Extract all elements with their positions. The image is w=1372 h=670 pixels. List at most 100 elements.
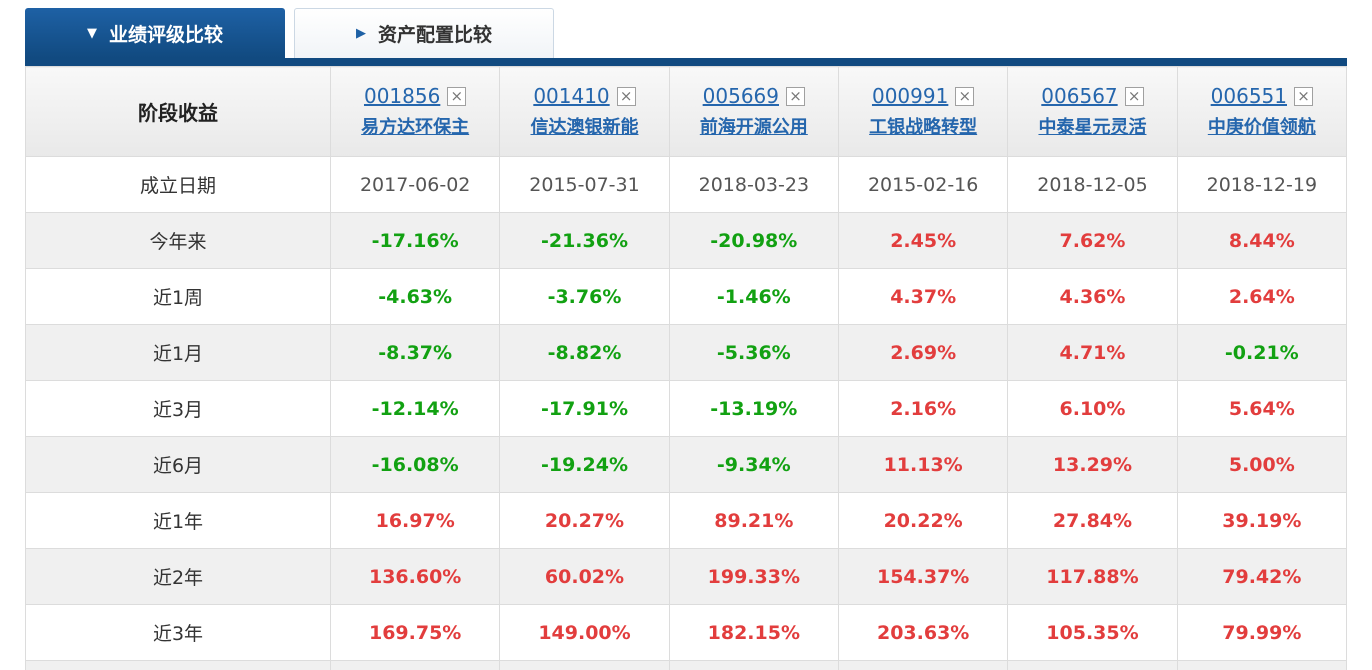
row-label: 近1周	[25, 268, 331, 325]
row-label: 近6月	[25, 436, 331, 493]
fund-code-link[interactable]: 006567	[1041, 84, 1118, 108]
return-pct-cell: 117.88%	[1007, 548, 1178, 605]
table-row: 近2年 136.60% 60.02% 199.33% 154.37% 117.88% 79.…	[25, 548, 1348, 605]
fund-column-header: 000991 × 工银战略转型	[837, 66, 1009, 157]
remove-fund-icon[interactable]: ×	[786, 86, 805, 106]
row-label: 近1年	[25, 492, 331, 549]
fund-name-link[interactable]: 易方达环保主	[361, 117, 470, 138]
remove-fund-icon[interactable]: ×	[955, 86, 975, 106]
return-pct-cell: 2.45%	[837, 212, 1009, 269]
return-pct-cell: -8.82%	[499, 324, 670, 381]
return-pct-cell: 7.62%	[1007, 212, 1178, 269]
table-row: 近1周 -4.63% -3.76% -1.46% 4.37% 4.36% 2.64%	[25, 268, 1348, 325]
table-row: 近6月 -16.08% -19.24% -9.34% 11.13% 13.29% 5.00%	[25, 436, 1348, 493]
fund-name-link[interactable]: 中庚价值领航	[1207, 117, 1316, 138]
tab-asset-allocation-comparison[interactable]: ▶ 资产配置比较	[294, 8, 554, 58]
return-pct-cell: 11.13%	[837, 436, 1009, 493]
return-pct-cell: -21.36%	[499, 212, 670, 269]
return-pct-cell: 203.63%	[837, 604, 1009, 661]
return-pct-cell: 60.02%	[499, 548, 670, 605]
partial-row	[25, 660, 1348, 670]
table-row: 今年来 -17.16% -21.36% -20.98% 2.45% 7.62% 8.44%	[25, 212, 1348, 269]
table-header-row: 阶段收益 001856 × 易方达环保主 001410 × 信达澳银新能 005669 × 前海…	[25, 66, 1348, 157]
return-pct-cell: 105.35%	[1007, 604, 1178, 661]
row-label: 近1月	[25, 324, 331, 381]
return-pct-cell: 16.97%	[329, 492, 501, 549]
tab-underline-bar	[25, 58, 1347, 66]
caret-down-icon: ▼	[86, 25, 97, 41]
fund-code-link[interactable]: 005669	[702, 84, 779, 108]
return-pct-cell: 169.75%	[329, 604, 501, 661]
corner-header: 阶段收益	[25, 66, 331, 157]
return-pct-cell: 89.21%	[668, 492, 839, 549]
return-pct-cell: -16.08%	[329, 436, 501, 493]
fund-code-link[interactable]: 000991	[871, 84, 949, 108]
fund-name-link[interactable]: 前海开源公用	[699, 117, 808, 138]
inception-date-cell: 2017-06-02	[329, 156, 501, 213]
row-label: 成立日期	[25, 156, 331, 213]
row-label: 近3月	[25, 380, 331, 437]
remove-fund-icon[interactable]: ×	[616, 86, 636, 106]
fund-column-header: 006551 × 中庚价值领航	[1176, 66, 1348, 157]
inception-date-cell: 2018-03-23	[668, 156, 839, 213]
return-pct-cell: -20.98%	[668, 212, 839, 269]
fund-name-link[interactable]: 信达澳银新能	[530, 117, 639, 138]
return-pct-cell: 182.15%	[668, 604, 839, 661]
fund-column-header: 006567 × 中泰星元灵活	[1007, 66, 1178, 157]
remove-fund-icon[interactable]: ×	[1124, 86, 1144, 106]
return-pct-cell: 79.99%	[1176, 604, 1348, 661]
return-pct-cell: 5.00%	[1176, 436, 1348, 493]
table-row: 近3年 169.75% 149.00% 182.15% 203.63% 105.35% 79…	[25, 604, 1348, 661]
return-pct-cell: 20.22%	[837, 492, 1009, 549]
fund-column-header: 001410 × 信达澳银新能	[499, 66, 670, 157]
return-pct-cell: 154.37%	[837, 548, 1009, 605]
fund-name-link[interactable]: 工银战略转型	[869, 117, 978, 138]
fund-compare-panel: ▼ 业绩评级比较 ▶ 资产配置比较 阶段收益 001856 × 易方达环保主 0014…	[25, 0, 1348, 670]
return-pct-cell: 8.44%	[1176, 212, 1348, 269]
fund-column-header: 005669 × 前海开源公用	[668, 66, 839, 157]
return-pct-cell: 199.33%	[668, 548, 839, 605]
return-pct-cell: -1.46%	[668, 268, 839, 325]
inception-date-cell: 2015-07-31	[499, 156, 670, 213]
remove-fund-icon[interactable]: ×	[447, 86, 467, 106]
return-pct-cell: 2.64%	[1176, 268, 1348, 325]
tab-performance-rating-comparison[interactable]: ▼ 业绩评级比较	[25, 8, 285, 58]
return-pct-cell: 13.29%	[1007, 436, 1178, 493]
tab-bar: ▼ 业绩评级比较 ▶ 资产配置比较	[25, 0, 1347, 58]
fund-code-link[interactable]: 001856	[363, 84, 441, 108]
return-pct-cell: 136.60%	[329, 548, 501, 605]
fund-column-header: 001856 × 易方达环保主	[329, 66, 501, 157]
inception-date-cell: 2015-02-16	[837, 156, 1009, 213]
return-pct-cell: -0.21%	[1176, 324, 1348, 381]
return-pct-cell: 39.19%	[1176, 492, 1348, 549]
return-pct-cell: -9.34%	[668, 436, 839, 493]
return-pct-cell: -12.14%	[329, 380, 501, 437]
period-returns-table: 阶段收益 001856 × 易方达环保主 001410 × 信达澳银新能 005669 × 前海…	[25, 66, 1348, 670]
table-row: 成立日期 2017-06-02 2015-07-31 2018-03-23 2015-0…	[25, 156, 1348, 213]
return-pct-cell: -8.37%	[329, 324, 501, 381]
return-pct-cell: 27.84%	[1007, 492, 1178, 549]
table-row: 近1月 -8.37% -8.82% -5.36% 2.69% 4.71% -0.21%	[25, 324, 1348, 381]
table-row: 近1年 16.97% 20.27% 89.21% 20.22% 27.84% 39.19%	[25, 492, 1348, 549]
return-pct-cell: -3.76%	[499, 268, 670, 325]
tab-label: 业绩评级比较	[108, 23, 223, 46]
return-pct-cell: 79.42%	[1176, 548, 1348, 605]
return-pct-cell: -5.36%	[668, 324, 839, 381]
table-body: 成立日期 2017-06-02 2015-07-31 2018-03-23 2015-0…	[25, 156, 1348, 670]
caret-right-icon: ▶	[355, 26, 366, 41]
remove-fund-icon[interactable]: ×	[1294, 86, 1313, 106]
return-pct-cell: -17.16%	[329, 212, 501, 269]
inception-date-cell: 2018-12-05	[1007, 156, 1178, 213]
fund-code-link[interactable]: 006551	[1210, 84, 1287, 108]
return-pct-cell: 149.00%	[499, 604, 670, 661]
return-pct-cell: 4.37%	[837, 268, 1009, 325]
fund-code-link[interactable]: 001410	[533, 84, 610, 108]
table-row: 近3月 -12.14% -17.91% -13.19% 2.16% 6.10% 5.64%	[25, 380, 1348, 437]
inception-date-cell: 2018-12-19	[1176, 156, 1348, 213]
fund-name-link[interactable]: 中泰星元灵活	[1038, 117, 1147, 138]
return-pct-cell: -4.63%	[329, 268, 501, 325]
return-pct-cell: -17.91%	[499, 380, 670, 437]
return-pct-cell: 2.69%	[837, 324, 1009, 381]
return-pct-cell: 2.16%	[837, 380, 1009, 437]
return-pct-cell: -13.19%	[668, 380, 839, 437]
